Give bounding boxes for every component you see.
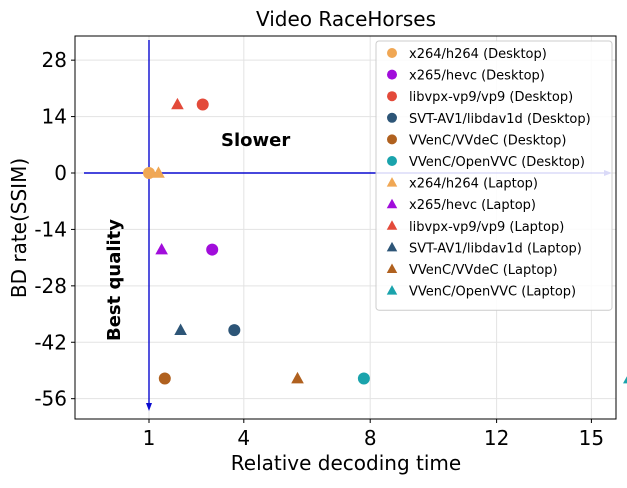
legend-label: VVenC/VVdeC (Laptop) (409, 263, 558, 278)
legend-marker (386, 241, 398, 252)
legend-label: SVT-AV1/libdav1d (Desktop) (409, 112, 591, 127)
x-tick-label: 12 (484, 426, 509, 450)
y-tick-label: -28 (34, 274, 67, 298)
legend-marker (387, 48, 397, 58)
data-point-triangle (155, 242, 168, 255)
y-tick-label: -14 (34, 217, 67, 241)
legend-label: x265/hevc (Desktop) (409, 69, 545, 84)
y-axis-ticks: 28 14 0 -14 -28 -42 -56 (34, 48, 75, 411)
legend-label: VVenC/OpenVVC (Desktop) (409, 155, 585, 170)
y-tick-label: -42 (34, 330, 67, 354)
y-tick-label: 28 (42, 48, 67, 72)
legend-label: x264/h264 (Desktop) (409, 47, 547, 62)
x-tick-label: 1 (143, 426, 156, 450)
y-tick-label: -56 (34, 387, 67, 411)
legend-marker (387, 112, 397, 123)
chart-title: Video RaceHorses (256, 7, 436, 31)
data-point-circle (158, 372, 171, 385)
y-axis-label: BD rate(SSIM) (7, 158, 31, 298)
legend-label: VVenC/OpenVVC (Laptop) (409, 285, 576, 300)
data-point-circle (228, 324, 241, 337)
legend-marker (387, 91, 397, 102)
legend: x264/h264 (Desktop) x265/hevc (Desktop) li… (375, 40, 613, 311)
x-tick-label: 15 (579, 426, 604, 450)
legend-label: VVenC/VVdeC (Desktop) (409, 133, 566, 148)
legend-label: libvpx-vp9/vp9 (Desktop) (409, 90, 573, 105)
data-point-circle (357, 372, 370, 385)
legend-label: x265/hevc (Laptop) (409, 198, 536, 213)
data-point-triangle (623, 376, 627, 384)
legend-marker (386, 177, 398, 187)
x-tick-label: 8 (364, 426, 377, 450)
legend-box (375, 40, 613, 311)
plot-frame (74, 35, 617, 420)
x-axis-ticks: 1 4 8 12 15 (143, 419, 604, 450)
legend-marker (386, 220, 398, 230)
x-tick-label: 4 (237, 426, 250, 450)
data-point-circle (206, 243, 219, 256)
annotation-best-quality: Best quality (104, 219, 125, 341)
legend-label: libvpx-vp9/vp9 (Laptop) (409, 220, 564, 235)
data-points (143, 97, 627, 385)
y-tick-label: 14 (42, 105, 67, 129)
y-tick-label: 0 (54, 161, 67, 185)
data-point-triangle (171, 97, 184, 110)
x-axis-label: Relative decoding time (231, 451, 461, 475)
vertical-arrow-head (146, 403, 152, 411)
data-point-triangle (174, 323, 187, 335)
data-point-triangle (291, 371, 304, 384)
legend-label: SVT-AV1/libdav1d (Laptop) (409, 241, 582, 256)
data-point-circle (196, 98, 209, 111)
legend-marker (387, 69, 397, 80)
legend-marker (386, 285, 398, 295)
legend-marker (387, 156, 397, 166)
data-point-circle (143, 167, 155, 179)
data-point-triangle (152, 166, 165, 178)
legend-marker (386, 263, 398, 273)
legend-marker (386, 198, 398, 209)
legend-marker (387, 134, 397, 145)
annotation-slower: Slower (221, 130, 290, 151)
legend-label: x264/h264 (Laptop) (409, 177, 538, 192)
